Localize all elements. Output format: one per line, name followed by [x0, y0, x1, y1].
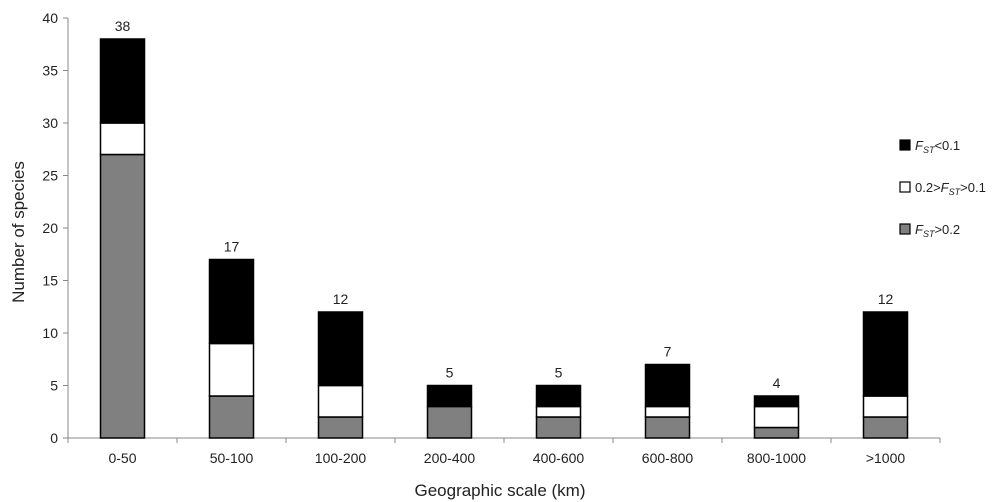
- y-tick-label: 25: [42, 168, 58, 184]
- axes-group: 0 5 10 15 20 25 30 35 40 0-50 50-100 100-200 200-400…: [42, 10, 941, 466]
- bar-total-label: 12: [333, 291, 349, 307]
- bar-segment: [644, 363, 691, 408]
- x-tick-label: 600-800: [642, 450, 694, 466]
- bar-total-label: 12: [878, 291, 894, 307]
- bar-segment: [644, 405, 691, 418]
- bar-total-label: 17: [224, 239, 240, 255]
- bar-segment: [753, 426, 800, 439]
- bar-segment: [535, 384, 582, 408]
- bar-segment: [753, 405, 800, 429]
- bar-segment: [208, 342, 255, 397]
- bar-segment: [426, 384, 473, 408]
- y-tick-label: 10: [42, 325, 58, 341]
- x-tick-label: 400-600: [533, 450, 585, 466]
- legend-swatch: [899, 181, 911, 193]
- bar-segment: [99, 153, 146, 439]
- legend-swatch: [899, 223, 911, 235]
- bar-segment: [317, 384, 364, 418]
- bar-total-label: 5: [446, 365, 454, 381]
- y-tick-label: 35: [42, 63, 58, 79]
- y-tick-label: 15: [42, 273, 58, 289]
- x-tick-label: 800-1000: [747, 450, 806, 466]
- bar-total-label: 4: [773, 375, 781, 391]
- bar-segment: [317, 311, 364, 387]
- labels-group: 38 17 12 5 5 7 4 12: [115, 18, 894, 391]
- x-tick-label: 0-50: [108, 450, 136, 466]
- legend-swatch: [899, 139, 911, 151]
- bars-group: [99, 38, 909, 439]
- y-axis-title: Number of species: [9, 161, 28, 303]
- bar-segment: [426, 405, 473, 439]
- bar-segment: [317, 416, 364, 439]
- legend-label: 0.2>FST>0.1: [915, 180, 986, 197]
- bar-total-label: 7: [664, 344, 672, 360]
- y-tick-label: 30: [42, 115, 58, 131]
- bar-segment: [99, 122, 146, 156]
- legend-label: FST<0.1: [915, 138, 960, 155]
- x-tick-label: 100-200: [315, 450, 367, 466]
- bar-segment: [753, 395, 800, 408]
- legend-label: FST>0.2: [915, 222, 960, 239]
- bar-segment: [862, 416, 909, 439]
- y-tick-label: 0: [50, 430, 58, 446]
- bar-segment: [208, 395, 255, 439]
- x-tick-label: >1000: [866, 450, 906, 466]
- bar-total-label: 38: [115, 18, 131, 34]
- bar-segment: [99, 38, 146, 124]
- bar-segment: [862, 311, 909, 397]
- x-tick-label: 50-100: [210, 450, 254, 466]
- bar-segment: [208, 258, 255, 345]
- y-tick-label: 20: [42, 220, 58, 236]
- bar-segment: [535, 416, 582, 439]
- bar-segment: [862, 395, 909, 418]
- y-tick-label: 40: [42, 10, 58, 26]
- bar-segment: [644, 416, 691, 439]
- y-tick-label: 5: [50, 378, 58, 394]
- x-axis-title: Geographic scale (km): [414, 481, 585, 500]
- x-tick-label: 200-400: [424, 450, 476, 466]
- legend: FST<0.1 0.2>FST>0.1 FST>0.2: [899, 138, 986, 239]
- bar-segment: [535, 405, 582, 418]
- bar-total-label: 5: [555, 365, 563, 381]
